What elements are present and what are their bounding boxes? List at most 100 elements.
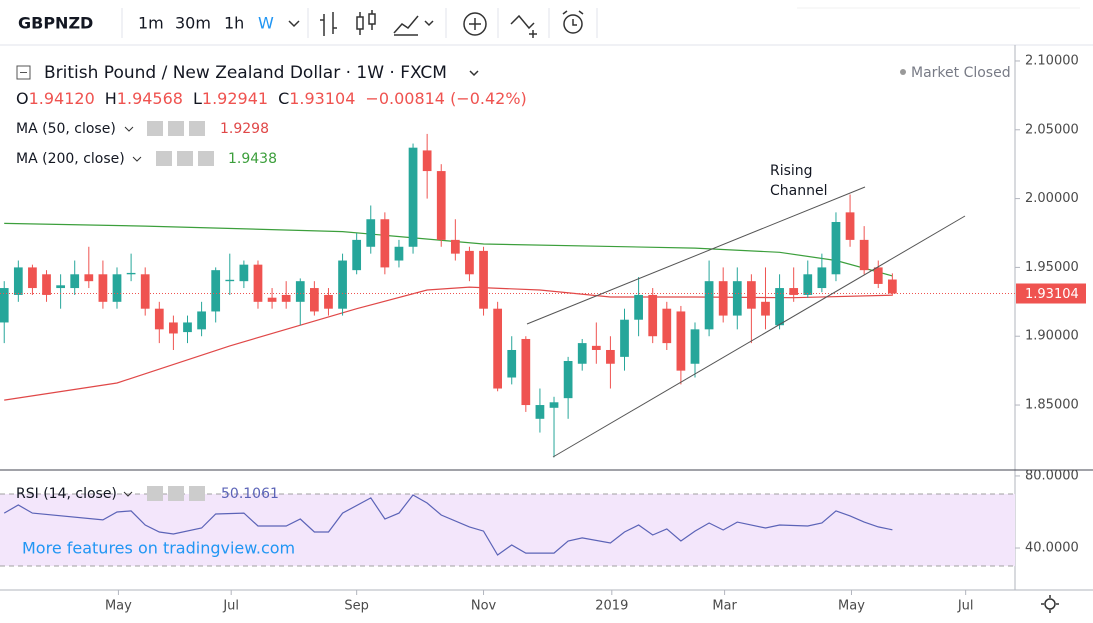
candle-body bbox=[648, 294, 658, 337]
candle-body bbox=[831, 221, 841, 275]
candle-body bbox=[507, 349, 517, 378]
candle-body bbox=[436, 171, 446, 240]
change: −0.00814 (−0.42%) bbox=[365, 89, 526, 108]
candle-body bbox=[761, 301, 770, 316]
y-tick-label: 1.95000 bbox=[1025, 260, 1079, 275]
candle-body bbox=[408, 147, 418, 247]
candle-body bbox=[281, 294, 291, 302]
area-style-icon[interactable] bbox=[393, 15, 419, 36]
candle-body bbox=[42, 274, 51, 295]
interval-menu[interactable] bbox=[288, 20, 300, 28]
candle-body bbox=[140, 274, 150, 309]
candle-body bbox=[366, 219, 376, 247]
bar-style-icon[interactable] bbox=[320, 12, 337, 36]
candle-style-icon[interactable] bbox=[356, 10, 376, 35]
x-tick-label: Jul bbox=[957, 599, 974, 614]
compare-icon[interactable] bbox=[510, 14, 537, 38]
title-menu[interactable] bbox=[469, 70, 479, 77]
y-tick-label: 1.85000 bbox=[1025, 398, 1079, 413]
candle-body bbox=[789, 288, 799, 295]
candle-body bbox=[634, 294, 643, 320]
candle-body bbox=[577, 343, 587, 364]
ohlc-label: O bbox=[16, 89, 29, 108]
candle-body bbox=[197, 311, 206, 330]
candle-body bbox=[479, 250, 488, 309]
style-menu[interactable] bbox=[424, 20, 434, 27]
ohlc-legend: O1.94120 H1.94568 L1.92941 C1.93104 −0.00814… bbox=[16, 89, 527, 108]
ma-legend: MA (50, close) bbox=[16, 121, 116, 137]
ma-value: 1.9298 bbox=[220, 121, 269, 137]
candle-body bbox=[267, 297, 277, 302]
rsi-line bbox=[3, 494, 893, 556]
x-tick-label: Sep bbox=[344, 599, 369, 614]
candle-body bbox=[225, 279, 235, 282]
candle-body bbox=[239, 264, 249, 282]
candle-body bbox=[28, 267, 37, 289]
last-price-box bbox=[1016, 283, 1086, 304]
promo-link[interactable]: More features on tradingview.com bbox=[22, 539, 295, 558]
x-tick-label: Nov bbox=[471, 599, 497, 614]
rsi-band bbox=[0, 493, 1015, 567]
candle-body bbox=[775, 288, 784, 326]
ohlc-label: C bbox=[278, 89, 289, 108]
candle-body bbox=[563, 360, 573, 399]
collapse-icon[interactable] bbox=[16, 65, 31, 80]
candle-body bbox=[0, 288, 9, 323]
rsi-menu[interactable] bbox=[123, 491, 133, 497]
rsi-tick-label: 40.0000 bbox=[1025, 541, 1079, 556]
x-tick-label: Mar bbox=[712, 599, 737, 614]
candle-body bbox=[676, 311, 686, 371]
ohlc-value: 1.93104 bbox=[289, 89, 355, 108]
candle-body bbox=[732, 281, 742, 316]
candle-body bbox=[465, 250, 474, 275]
toolbar bbox=[0, 0, 1093, 45]
ohlc-label: H bbox=[105, 89, 117, 108]
ma-controls[interactable] bbox=[156, 151, 214, 166]
candle-body bbox=[549, 402, 559, 408]
candle-body bbox=[859, 239, 869, 271]
candle-body bbox=[56, 285, 65, 289]
plot bbox=[0, 133, 1015, 567]
rsi-controls[interactable] bbox=[147, 486, 205, 501]
alert-icon[interactable] bbox=[562, 10, 584, 34]
trend-line[interactable] bbox=[552, 215, 966, 458]
trend-line[interactable] bbox=[526, 186, 866, 325]
y-tick-label: 1.90000 bbox=[1025, 329, 1079, 344]
ma-menu[interactable] bbox=[132, 156, 142, 162]
ohlc-label: L bbox=[193, 89, 202, 108]
settings-icon[interactable] bbox=[1041, 595, 1059, 613]
candle-body bbox=[380, 219, 390, 268]
market-status: Market Closed bbox=[911, 65, 1011, 81]
candle-body bbox=[183, 322, 192, 333]
interval[interactable]: 1m bbox=[138, 14, 164, 33]
ohlc-value: 1.92941 bbox=[202, 89, 268, 108]
interval[interactable]: 30m bbox=[175, 14, 211, 33]
candle-body bbox=[126, 272, 136, 275]
candle-body bbox=[98, 274, 108, 302]
annotation: Rising bbox=[770, 163, 813, 179]
ma-value: 1.9438 bbox=[228, 151, 277, 167]
symbol[interactable]: GBPNZD bbox=[18, 14, 93, 33]
annotation: Channel bbox=[770, 183, 827, 199]
candle-body bbox=[112, 274, 122, 302]
y-tick-label: 2.10000 bbox=[1025, 53, 1079, 68]
candle-body bbox=[873, 267, 883, 284]
ma-menu[interactable] bbox=[124, 126, 134, 132]
candle-body bbox=[70, 274, 80, 289]
candle-body bbox=[13, 267, 23, 295]
candle-body bbox=[620, 319, 629, 357]
ma-controls[interactable] bbox=[147, 121, 205, 136]
indicators-icon[interactable] bbox=[463, 12, 487, 36]
chart-title: British Pound / New Zealand Dollar · 1W … bbox=[44, 63, 447, 83]
candle-body bbox=[309, 288, 319, 312]
interval-active[interactable]: W bbox=[258, 14, 274, 33]
x-tick-label: May bbox=[105, 599, 132, 614]
last-price-label: 1.93104 bbox=[1025, 287, 1079, 302]
interval[interactable]: 1h bbox=[224, 14, 244, 33]
candle-body bbox=[422, 150, 432, 172]
ohlc-value: 1.94568 bbox=[117, 89, 183, 108]
rsi-value: 50.1061 bbox=[221, 486, 279, 502]
candle-body bbox=[521, 338, 531, 406]
ma-legend: MA (200, close) bbox=[16, 151, 125, 167]
